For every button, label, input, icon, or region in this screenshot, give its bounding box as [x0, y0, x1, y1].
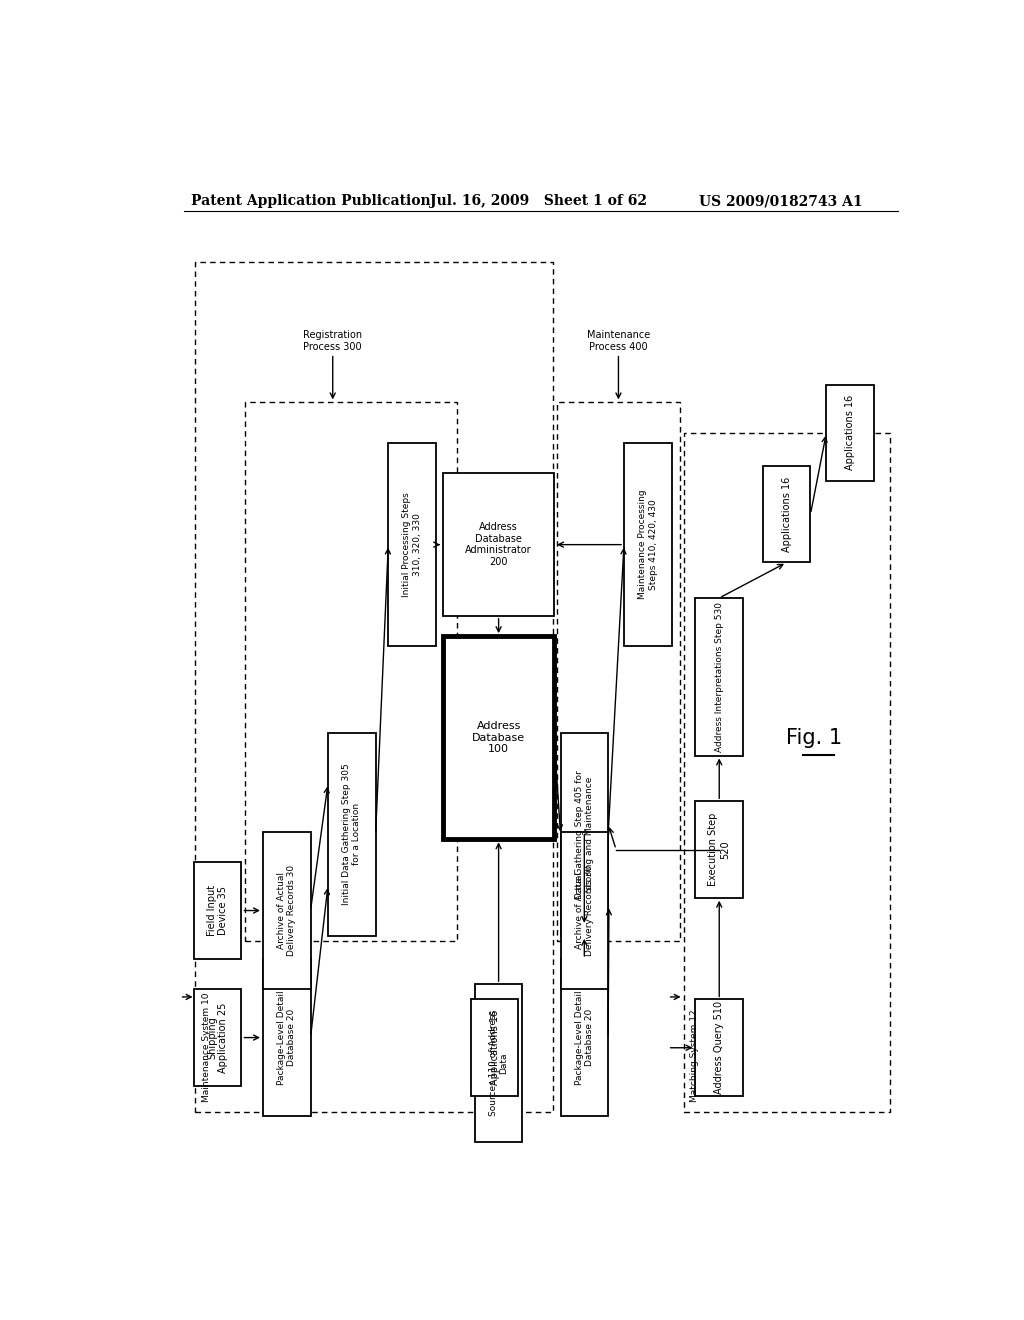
Text: Fig. 1: Fig. 1	[786, 727, 843, 747]
Text: Shipping
Application 25: Shipping Application 25	[207, 1002, 228, 1073]
Bar	[695, 999, 743, 1096]
Text: Data Gathering Step 405 for
Scoring and Maintenance: Data Gathering Step 405 for Scoring and …	[574, 770, 594, 899]
Bar	[196, 263, 553, 1111]
Text: Jul. 16, 2009   Sheet 1 of 62: Jul. 16, 2009 Sheet 1 of 62	[430, 194, 646, 209]
Bar	[443, 474, 554, 615]
Text: Maintenance
Process 400: Maintenance Process 400	[587, 330, 650, 351]
Bar	[443, 636, 554, 840]
Text: Applications 16: Applications 16	[845, 395, 855, 470]
Bar	[471, 999, 518, 1096]
Bar	[560, 733, 608, 936]
Bar	[263, 958, 310, 1117]
Text: Initial Data Gathering Step 305
for a Location: Initial Data Gathering Step 305 for a Lo…	[342, 763, 361, 906]
Bar	[695, 801, 743, 898]
Text: Address Interpretations Step 530: Address Interpretations Step 530	[715, 602, 724, 752]
Text: Registration
Process 300: Registration Process 300	[303, 330, 362, 351]
Bar	[475, 985, 522, 1142]
Text: Archive of Actual
Delivery Records 30: Archive of Actual Delivery Records 30	[278, 865, 296, 956]
Bar	[560, 958, 608, 1117]
Text: Maintenance System 10: Maintenance System 10	[202, 993, 211, 1102]
Text: Maintenance Processing
Steps 410, 420, 430: Maintenance Processing Steps 410, 420, 4…	[638, 490, 657, 599]
Text: Applications 16: Applications 16	[781, 477, 792, 552]
Text: Address Query 510: Address Query 510	[714, 1001, 724, 1094]
Bar	[328, 733, 376, 936]
Bar	[194, 862, 242, 958]
Text: Package-Level Detail
Database 20: Package-Level Detail Database 20	[278, 990, 296, 1085]
Bar	[826, 384, 874, 480]
Text: Archive of Actual
Delivery Records 30: Archive of Actual Delivery Records 30	[574, 865, 594, 956]
Bar	[695, 598, 743, 755]
Text: Initial Processing Steps
310, 320, 330: Initial Processing Steps 310, 320, 330	[402, 492, 422, 597]
Bar	[557, 403, 680, 941]
Text: Field Input
Device 35: Field Input Device 35	[207, 884, 228, 936]
Text: Address
Database
Administrator
200: Address Database Administrator 200	[465, 523, 531, 568]
Bar	[263, 832, 310, 989]
Bar	[388, 444, 436, 647]
Text: Patent Application Publication: Patent Application Publication	[191, 194, 431, 209]
Bar	[560, 832, 608, 989]
Bar	[763, 466, 811, 562]
Text: Applications 16: Applications 16	[489, 1010, 500, 1085]
Bar	[684, 433, 890, 1111]
Bar	[624, 444, 672, 647]
Text: Sources 110 of Address
Data: Sources 110 of Address Data	[488, 1010, 508, 1117]
Text: Address
Database
100: Address Database 100	[472, 721, 525, 754]
Bar	[194, 989, 242, 1086]
Text: Execution Step
520: Execution Step 520	[709, 813, 730, 886]
Text: Matching System 12: Matching System 12	[690, 1008, 698, 1102]
Text: Package-Level Detail
Database 20: Package-Level Detail Database 20	[574, 990, 594, 1085]
Bar	[246, 403, 458, 941]
Text: US 2009/0182743 A1: US 2009/0182743 A1	[699, 194, 863, 209]
